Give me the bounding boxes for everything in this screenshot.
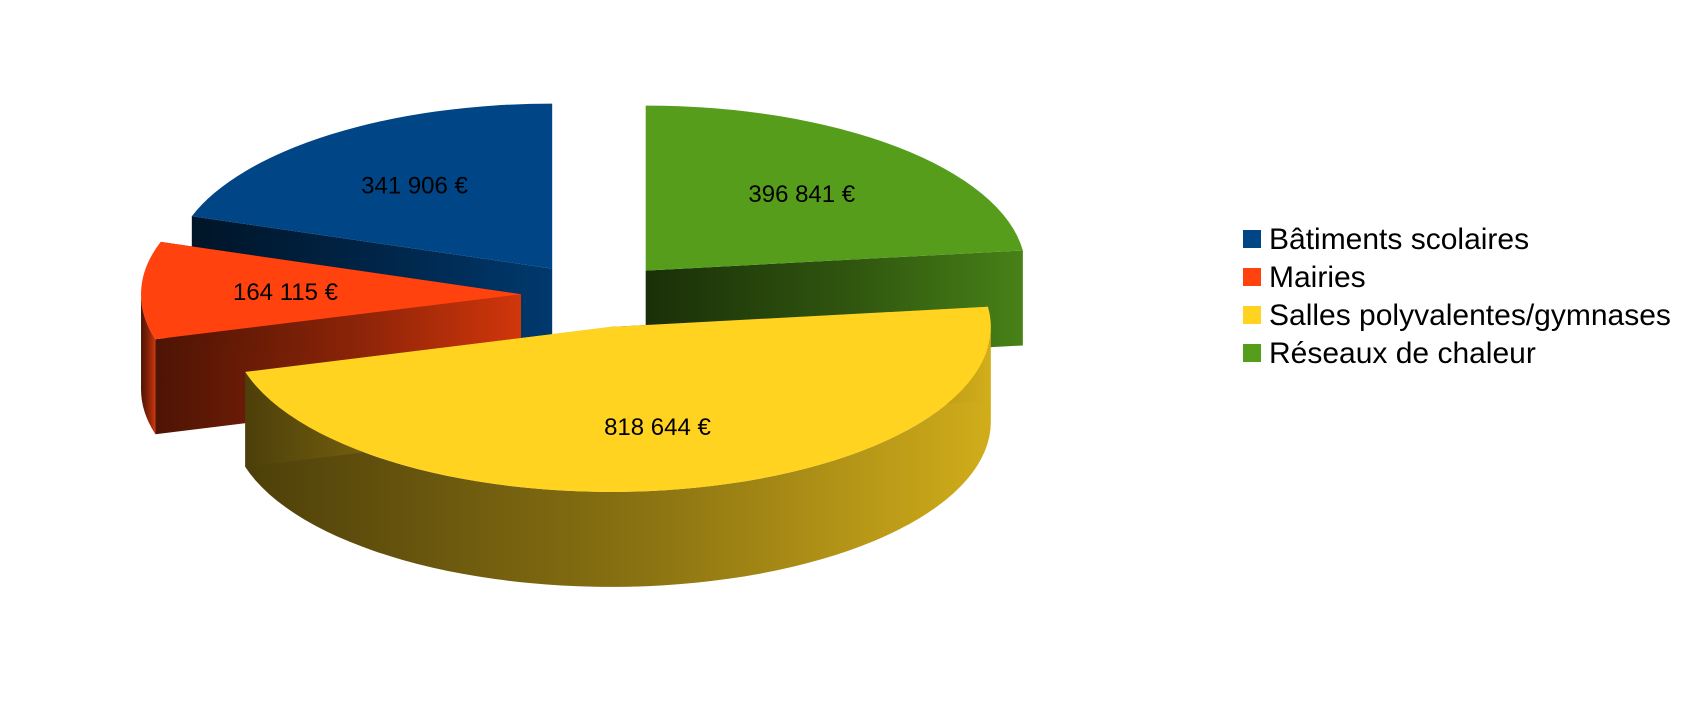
slice-salles-polyvalentes-gymnases: 818 644 € [245,306,991,587]
legend-item-salles-polyvalentes-gymnases: Salles polyvalentes/gymnases [1243,299,1671,332]
legend-label-salles-polyvalentes-gymnases: Salles polyvalentes/gymnases [1269,299,1671,332]
slice-top-salles-polyvalentes-gymnases [245,306,991,492]
legend-item-mairies: Mairies [1243,261,1366,294]
legend-label-mairies: Mairies [1269,261,1366,294]
legend-swatch-batiments-scolaires [1243,230,1261,248]
data-label-reseaux-de-chaleur: 396 841 € [748,181,855,208]
slice-side-salles-polyvalentes-gymnases [245,326,991,587]
slice-side-mairies [141,294,156,435]
legend-swatch-mairies [1243,268,1261,286]
legend-item-reseaux-de-chaleur: Réseaux de chaleur [1243,337,1536,370]
slice-top-batiments-scolaires [191,103,553,269]
slice-top-reseaux-de-chaleur [645,105,1023,271]
legend-swatch-reseaux-de-chaleur [1243,344,1261,362]
legend-swatch-salles-polyvalentes-gymnases [1243,306,1261,324]
data-label-batiments-scolaires: 341 906 € [361,173,468,200]
legend-item-batiments-scolaires: Bâtiments scolaires [1243,223,1529,256]
data-label-salles-polyvalentes-gymnases: 818 644 € [604,414,711,441]
slice-top-mairies [141,241,522,340]
legend-label-reseaux-de-chaleur: Réseaux de chaleur [1269,337,1536,370]
legend: Bâtiments scolaires Mairies Salles polyval… [1243,223,1671,370]
legend-label-batiments-scolaires: Bâtiments scolaires [1269,223,1529,256]
plot-area: 341 906 € 396 841 € 164 115 € 818 644 € [141,103,1023,587]
data-label-mairies: 164 115 € [233,279,339,306]
